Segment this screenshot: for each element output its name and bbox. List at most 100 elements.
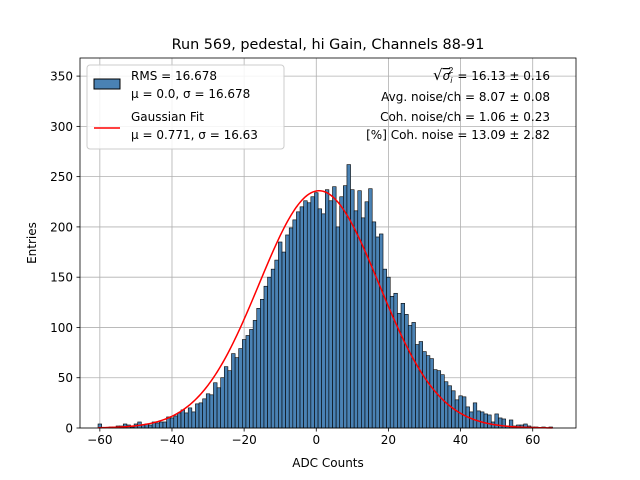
histogram-bar (227, 370, 232, 429)
x-tick-label: −20 (231, 433, 256, 447)
histogram-bar (379, 233, 384, 429)
histogram-bar (296, 211, 301, 429)
histogram-bar (321, 213, 326, 429)
histogram-bar (324, 189, 330, 429)
histogram-bar (234, 357, 240, 429)
histogram-bar (498, 417, 503, 429)
histogram-bar (462, 396, 467, 429)
histogram-bar (274, 259, 279, 429)
x-tick-label: 40 (453, 433, 468, 447)
histogram-bar (249, 329, 254, 429)
histogram-bar (278, 241, 283, 429)
histogram-bar (368, 188, 373, 429)
histogram-bar (187, 407, 193, 429)
histogram-bar (198, 402, 203, 429)
x-tick-label: 60 (525, 433, 540, 447)
histogram-bar (270, 268, 276, 429)
y-tick-label: 200 (50, 220, 73, 234)
histogram-bar (400, 303, 405, 429)
legend-box (86, 64, 285, 150)
histogram-bar (314, 192, 319, 429)
histogram-bar (220, 377, 225, 429)
y-tick-label: 250 (50, 170, 73, 184)
histogram-bar (375, 236, 380, 429)
histogram-bar (281, 251, 286, 429)
axis-ticks: −60 −40 −20 0 20 40 60 0 50 100 150 200 250 300 350 (50, 70, 540, 447)
histogram-bar (335, 226, 341, 429)
histogram-bar (436, 370, 442, 429)
x-axis-label: ADC Counts (292, 456, 364, 470)
histogram-bar (364, 201, 369, 429)
histogram-bar (332, 186, 337, 429)
histogram-bar (404, 314, 409, 429)
histogram-bar (209, 394, 214, 429)
histogram-bar (454, 399, 460, 429)
y-tick-label: 300 (50, 120, 73, 134)
histogram-bar (469, 411, 474, 429)
annotation-coh-noise-percent: [%] Coh. noise = 13.09 ± 2.82 (366, 128, 550, 142)
histogram-bar (245, 335, 250, 429)
histogram-bar (476, 410, 481, 429)
histogram-bar (155, 422, 160, 429)
y-tick-label: 150 (50, 271, 73, 285)
histogram-bar (159, 421, 164, 429)
histogram-bar (422, 351, 427, 429)
legend: RMS = 16.678 μ = 0.0, σ = 16.678 Gaussia… (86, 64, 285, 150)
legend-fit-stats: μ = 0.771, σ = 16.63 (131, 128, 258, 142)
histogram-bar (472, 402, 478, 429)
x-tick-label: 0 (312, 433, 320, 447)
histogram-bar (252, 320, 258, 429)
histogram-bar (238, 348, 243, 429)
histogram-bar (299, 206, 304, 429)
y-tick-label: 0 (65, 422, 73, 436)
y-tick-label: 50 (58, 371, 73, 385)
y-tick-label: 350 (50, 70, 73, 84)
annotation-avg-noise: Avg. noise/ch = 8.07 ± 0.08 (381, 90, 550, 104)
histogram-bar (242, 339, 247, 429)
histogram-bar (288, 227, 294, 429)
histogram-bar (425, 355, 431, 429)
stats-annotations: √σi2 = 16.13 ± 0.16 Avg. noise/ch = 8.07… (366, 66, 550, 142)
histogram-bar (173, 415, 178, 429)
histogram-bar (177, 412, 182, 429)
histogram-bar (407, 325, 413, 429)
histogram-bar (285, 234, 290, 429)
histogram-bar (371, 221, 377, 429)
histogram-bar (292, 219, 297, 429)
histogram-bar (317, 208, 322, 429)
histogram-bar (415, 344, 420, 429)
x-tick-label: −40 (159, 433, 184, 447)
histogram-bar (353, 210, 359, 429)
histogram-bar (339, 196, 344, 429)
histogram-bar (418, 341, 423, 429)
y-tick-label: 100 (50, 321, 73, 335)
axes-frame (79, 57, 577, 429)
legend-histogram-swatch (93, 78, 121, 90)
histogram-bar (411, 322, 416, 429)
histogram-bar (357, 190, 362, 429)
legend-rms-stats: μ = 0.0, σ = 16.678 (131, 87, 250, 101)
histogram-bar (213, 382, 218, 429)
annotation-sigma-i: √σi2 = 16.13 ± 0.16 (433, 66, 550, 85)
histogram-bar (256, 308, 261, 429)
histogram-bar (303, 200, 308, 429)
legend-rms-label: RMS = 16.678 (131, 69, 217, 83)
histogram-bar (191, 411, 196, 429)
histogram-bar (148, 424, 153, 429)
histogram-bar (180, 409, 185, 429)
histogram-bar (202, 398, 207, 429)
histogram-bar (483, 413, 488, 429)
x-tick-label: 20 (381, 433, 396, 447)
histogram-bar (393, 292, 398, 429)
x-tick-label: −60 (87, 433, 112, 447)
histogram-bar (310, 196, 315, 429)
histogram-bar (169, 417, 175, 429)
histogram-bar (231, 353, 236, 429)
histogram-bar (480, 411, 485, 429)
histogram-bar (343, 185, 348, 429)
histogram-bar (386, 276, 391, 429)
histogram-bar (223, 366, 229, 429)
y-axis-label: Entries (25, 222, 39, 264)
histogram-bar (260, 299, 265, 429)
